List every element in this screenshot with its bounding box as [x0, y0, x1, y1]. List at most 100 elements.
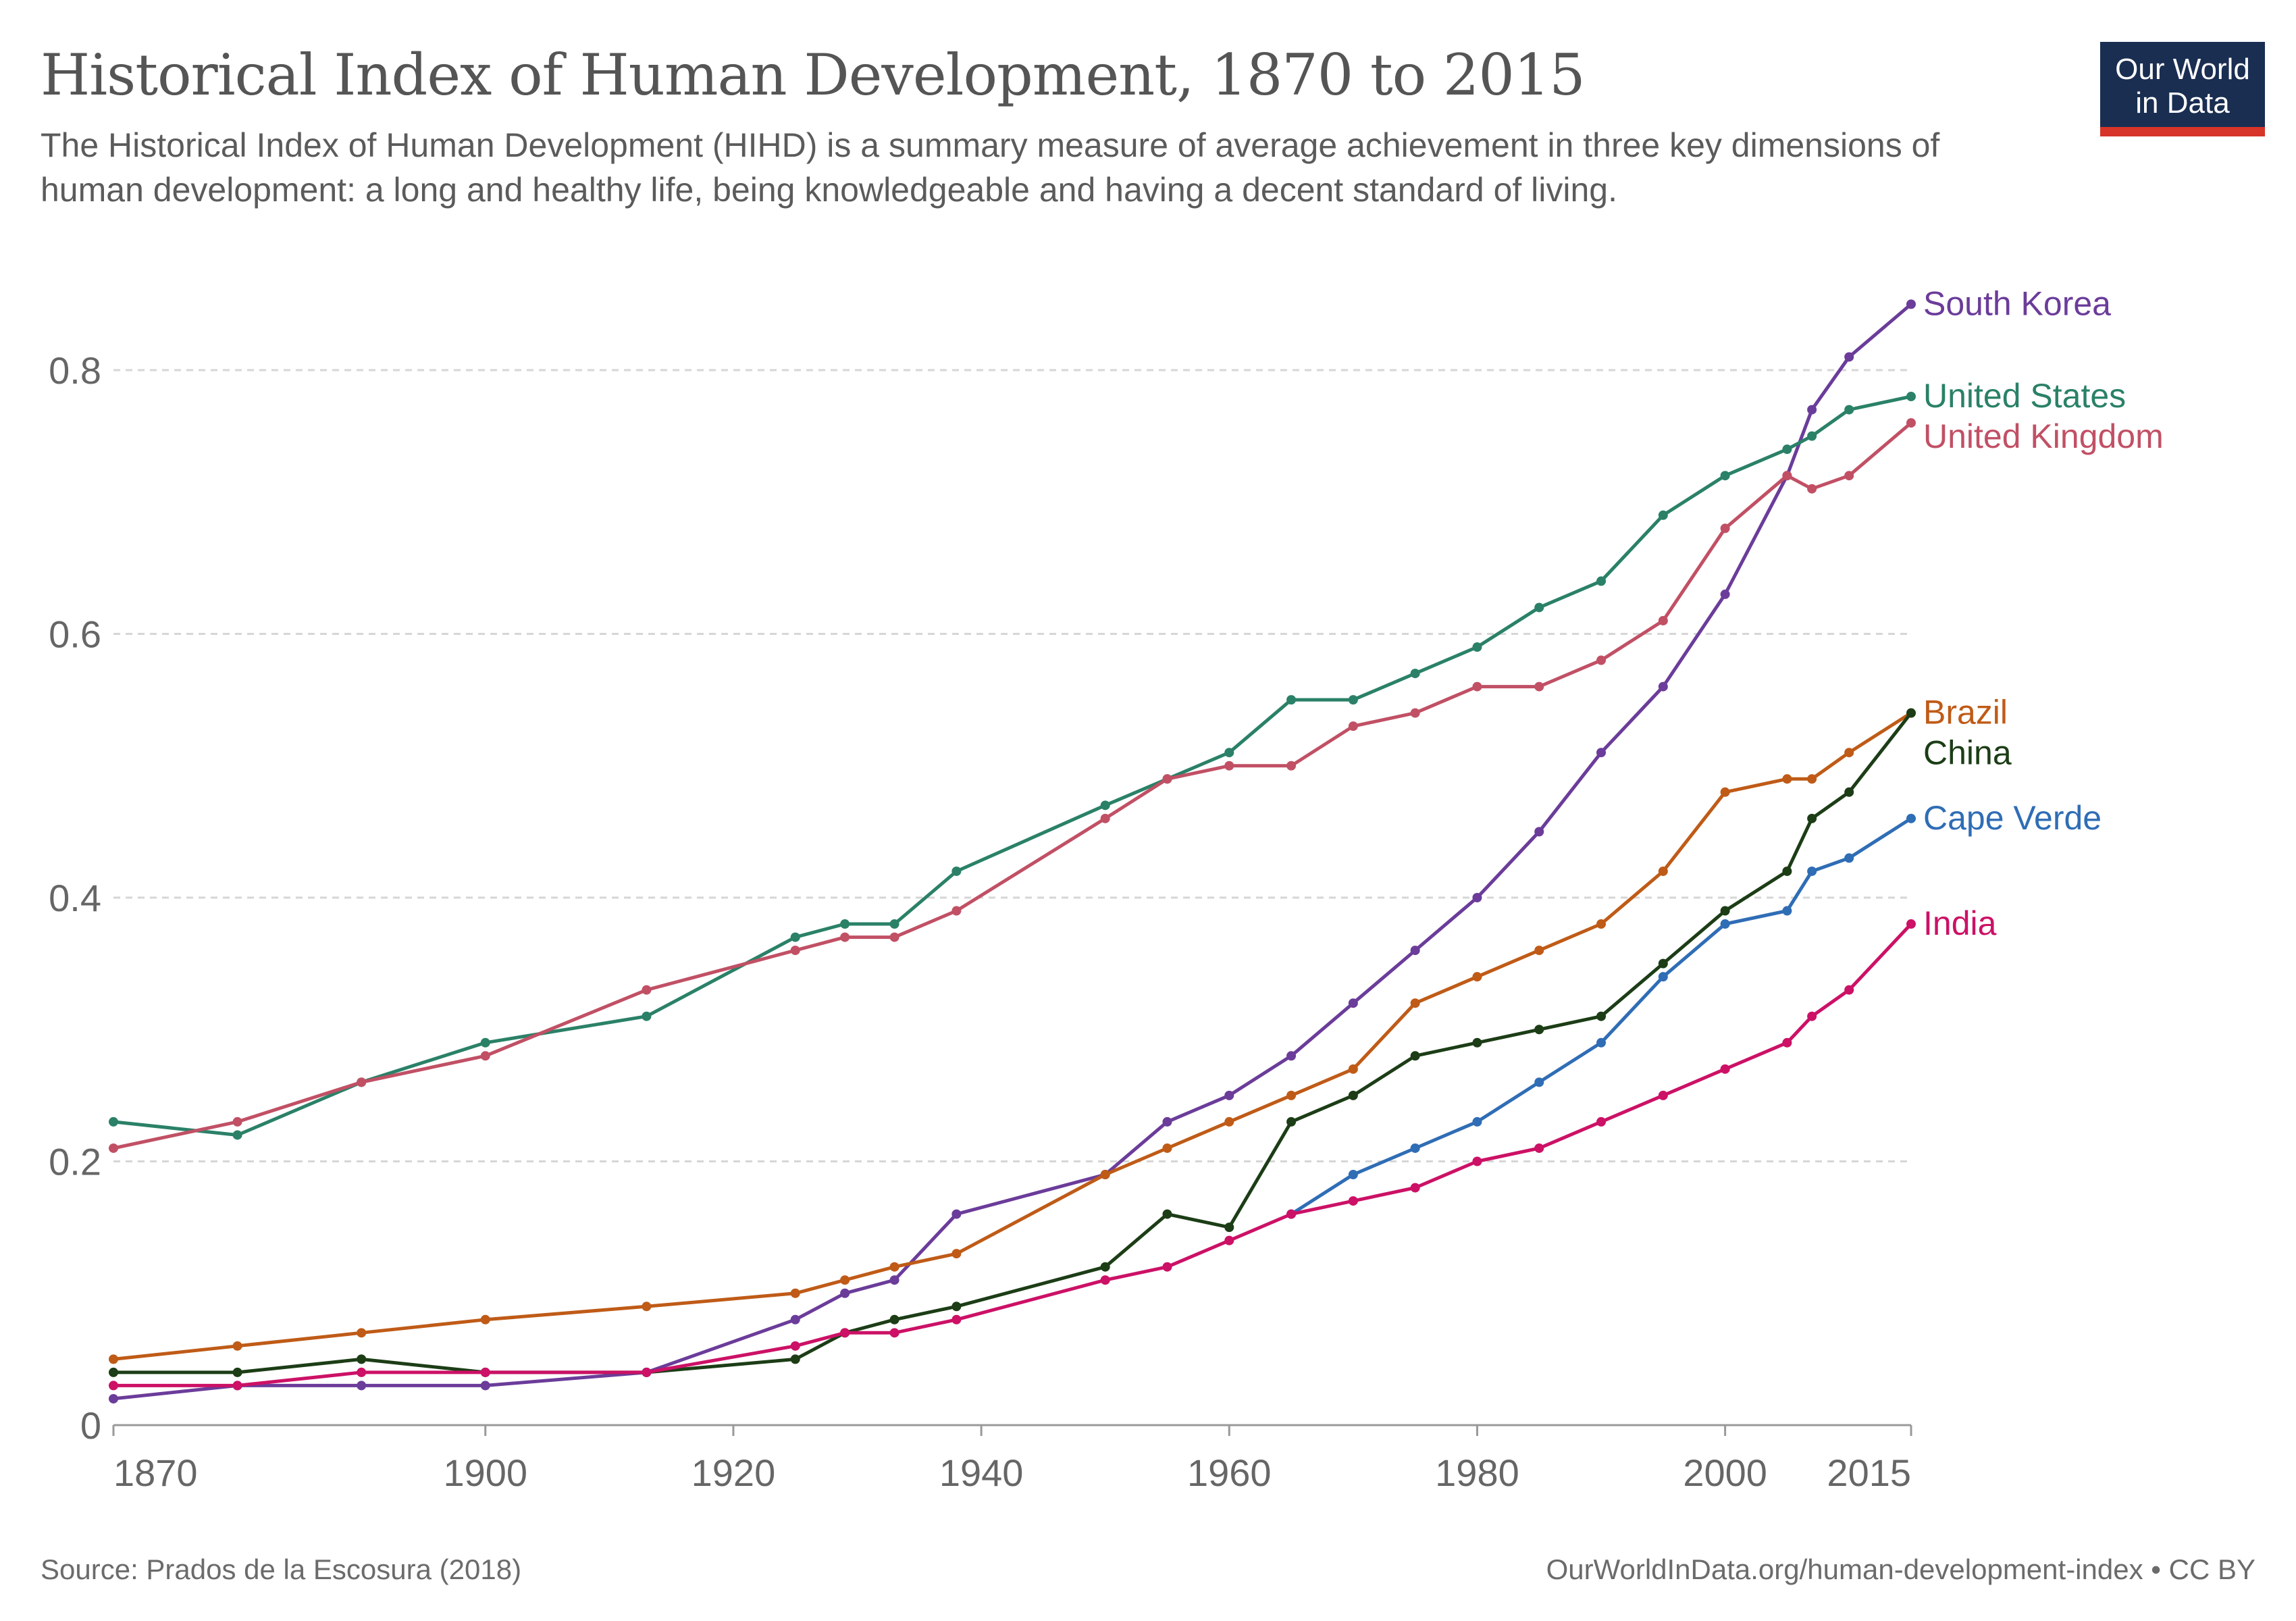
- data-point[interactable]: [1658, 866, 1668, 876]
- data-point[interactable]: [1844, 985, 1854, 995]
- data-point[interactable]: [1844, 748, 1854, 758]
- series-india[interactable]: [109, 919, 1916, 1391]
- data-point[interactable]: [109, 1393, 118, 1404]
- data-point[interactable]: [1906, 708, 1916, 718]
- data-point[interactable]: [1534, 827, 1544, 837]
- data-point[interactable]: [642, 1367, 652, 1377]
- data-point[interactable]: [109, 1354, 118, 1364]
- data-point[interactable]: [232, 1367, 242, 1377]
- data-point[interactable]: [232, 1116, 242, 1127]
- data-point[interactable]: [1782, 444, 1792, 455]
- data-point[interactable]: [1782, 471, 1792, 481]
- data-point[interactable]: [1906, 299, 1916, 309]
- data-point[interactable]: [790, 946, 800, 956]
- data-point[interactable]: [1100, 1262, 1110, 1272]
- data-point[interactable]: [1100, 1170, 1110, 1180]
- data-point[interactable]: [1807, 484, 1817, 494]
- data-point[interactable]: [1224, 1223, 1234, 1233]
- data-point[interactable]: [1720, 589, 1730, 599]
- series-south-korea[interactable]: [109, 299, 1916, 1404]
- data-point[interactable]: [642, 985, 652, 995]
- data-point[interactable]: [109, 1367, 118, 1377]
- data-point[interactable]: [1807, 813, 1817, 823]
- data-point[interactable]: [1534, 1077, 1544, 1087]
- data-point[interactable]: [1807, 774, 1817, 784]
- data-point[interactable]: [357, 1077, 367, 1087]
- data-point[interactable]: [1720, 787, 1730, 797]
- data-point[interactable]: [642, 1011, 652, 1021]
- data-point[interactable]: [1782, 866, 1792, 876]
- series-line[interactable]: [113, 394, 1912, 1137]
- data-point[interactable]: [1472, 1156, 1482, 1166]
- data-point[interactable]: [1472, 972, 1482, 982]
- footer-link[interactable]: OurWorldInData.org/human-development-ind…: [1546, 1553, 2255, 1585]
- data-point[interactable]: [1807, 431, 1817, 441]
- data-point[interactable]: [1100, 800, 1110, 810]
- data-point[interactable]: [1224, 1090, 1234, 1100]
- data-point[interactable]: [357, 1328, 367, 1338]
- data-point[interactable]: [1472, 642, 1482, 652]
- data-point[interactable]: [1596, 919, 1607, 929]
- data-point[interactable]: [109, 1143, 118, 1153]
- data-point[interactable]: [1348, 1170, 1358, 1180]
- data-point[interactable]: [1224, 1116, 1234, 1127]
- data-point[interactable]: [1596, 1116, 1607, 1127]
- owid-logo[interactable]: Our World in Data: [2100, 42, 2265, 136]
- data-point[interactable]: [889, 919, 899, 929]
- data-point[interactable]: [1534, 946, 1544, 956]
- data-point[interactable]: [1807, 405, 1817, 415]
- data-point[interactable]: [840, 1288, 850, 1298]
- data-point[interactable]: [480, 1314, 490, 1324]
- data-point[interactable]: [1596, 1011, 1607, 1021]
- data-point[interactable]: [790, 1288, 800, 1298]
- data-point[interactable]: [840, 932, 850, 942]
- data-point[interactable]: [1286, 1051, 1297, 1061]
- data-point[interactable]: [1410, 998, 1420, 1008]
- data-point[interactable]: [1906, 392, 1916, 402]
- data-point[interactable]: [1720, 523, 1730, 534]
- data-point[interactable]: [1844, 405, 1854, 415]
- data-point[interactable]: [1844, 352, 1854, 362]
- data-point[interactable]: [1410, 1183, 1420, 1193]
- data-point[interactable]: [1807, 1011, 1817, 1021]
- data-point[interactable]: [1410, 708, 1420, 718]
- data-point[interactable]: [1348, 721, 1358, 731]
- data-point[interactable]: [790, 1354, 800, 1364]
- data-point[interactable]: [1224, 1235, 1234, 1245]
- data-point[interactable]: [1286, 1116, 1297, 1127]
- data-point[interactable]: [1286, 1090, 1297, 1100]
- data-point[interactable]: [1410, 946, 1420, 956]
- data-point[interactable]: [951, 906, 962, 916]
- series-line[interactable]: [1290, 817, 1912, 1216]
- series-cape-verde[interactable]: [1286, 813, 1916, 1219]
- data-point[interactable]: [1534, 602, 1544, 613]
- data-point[interactable]: [1782, 774, 1792, 784]
- data-point[interactable]: [1807, 866, 1817, 876]
- series-line[interactable]: [113, 421, 1912, 1150]
- data-point[interactable]: [1596, 655, 1607, 665]
- data-point[interactable]: [1162, 1262, 1172, 1272]
- data-point[interactable]: [1658, 681, 1668, 692]
- data-point[interactable]: [1658, 958, 1668, 969]
- data-point[interactable]: [232, 1130, 242, 1140]
- series-united-kingdom[interactable]: [109, 418, 1916, 1153]
- data-point[interactable]: [1596, 748, 1607, 758]
- data-point[interactable]: [889, 932, 899, 942]
- data-point[interactable]: [951, 1209, 962, 1219]
- data-point[interactable]: [1906, 813, 1916, 823]
- data-point[interactable]: [1906, 418, 1916, 428]
- data-point[interactable]: [1720, 919, 1730, 929]
- data-point[interactable]: [1472, 681, 1482, 692]
- data-point[interactable]: [790, 1314, 800, 1324]
- data-point[interactable]: [1782, 906, 1792, 916]
- data-point[interactable]: [1658, 510, 1668, 520]
- data-point[interactable]: [1720, 906, 1730, 916]
- data-point[interactable]: [1348, 1196, 1358, 1206]
- data-point[interactable]: [1534, 681, 1544, 692]
- data-point[interactable]: [1596, 576, 1607, 586]
- data-point[interactable]: [951, 1249, 962, 1259]
- data-point[interactable]: [1906, 919, 1916, 929]
- data-point[interactable]: [480, 1381, 490, 1391]
- data-point[interactable]: [1472, 1037, 1482, 1048]
- series-china[interactable]: [109, 708, 1916, 1377]
